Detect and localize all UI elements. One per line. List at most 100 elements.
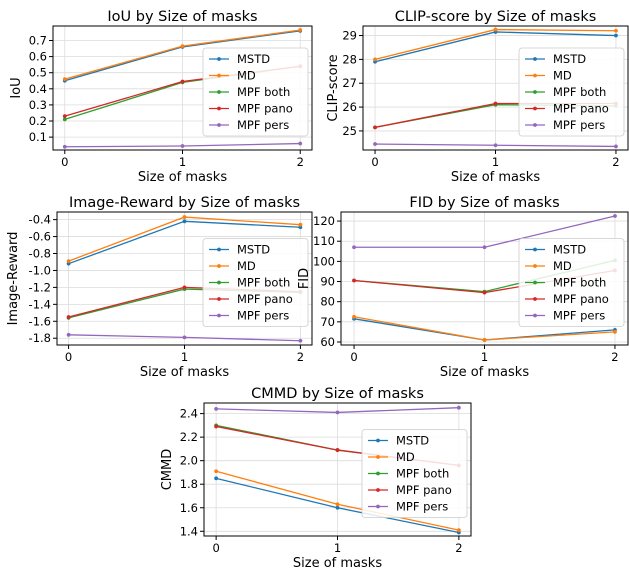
data-point-md <box>613 330 617 334</box>
legend-marker-mpf-both <box>217 90 221 94</box>
y-axis-label: CMMD <box>160 449 175 491</box>
x-tick-label: 0 <box>371 155 378 169</box>
y-tick-label: 110 <box>313 234 335 248</box>
data-point-md <box>66 259 71 264</box>
y-tick-label: 1.8 <box>180 477 198 491</box>
data-point-mpf-pers <box>298 338 303 343</box>
x-tick-label: 0 <box>350 350 357 364</box>
y-tick-label: 100 <box>313 254 335 268</box>
data-point-mpf-pers <box>614 144 618 149</box>
chart-title: Image-Reward by Size of masks <box>69 195 300 211</box>
data-point-mpf-pers <box>456 405 461 410</box>
legend-label-mpf-both: MPF both <box>396 467 449 481</box>
legend-marker-mpf-both <box>217 280 221 285</box>
legend-marker-mpf-pers <box>533 313 537 318</box>
legend-label-mstd: MSTD <box>237 52 270 66</box>
y-tick-label: 2.2 <box>180 430 198 444</box>
y-tick-label: 1.6 <box>180 501 198 515</box>
x-tick-label: 1 <box>492 155 499 169</box>
data-point-mpf-pers <box>335 410 340 415</box>
legend: MSTD MD MPF both MPF pano MPF pers <box>518 47 625 137</box>
x-tick-label: 2 <box>611 350 618 364</box>
y-tick-label: -1.8 <box>29 331 51 345</box>
x-axis-label: Size of masks <box>451 170 540 185</box>
legend-marker-mstd <box>376 438 380 443</box>
y-tick-label: 90 <box>320 275 335 289</box>
y-tick-label: 120 <box>313 214 335 228</box>
data-point-mstd <box>335 505 340 510</box>
data-point-mpf-pers <box>493 143 498 148</box>
data-point-md <box>298 222 303 227</box>
y-tick-label: 27 <box>342 76 357 90</box>
legend-label-md: MD <box>553 259 572 273</box>
y-tick-label: 80 <box>320 295 335 309</box>
x-axis-label: Size of masks <box>140 365 229 380</box>
data-point-md <box>614 28 618 33</box>
legend-marker-mpf-pano <box>376 488 380 492</box>
data-point-md <box>373 57 377 62</box>
data-point-mpf-pers <box>214 406 219 411</box>
legend-label-mpf-pers: MPF pers <box>237 118 289 132</box>
data-point-mpf-pano <box>373 125 377 130</box>
data-point-md <box>214 469 219 474</box>
data-point-mstd <box>214 476 219 481</box>
legend-label-mstd: MSTD <box>396 434 429 448</box>
legend-marker-mpf-pano <box>533 297 537 301</box>
legend-marker-md <box>533 73 537 78</box>
y-tick-label: 29 <box>342 29 357 43</box>
legend-marker-mpf-both <box>376 471 380 476</box>
data-point-md <box>62 77 67 82</box>
legend-marker-mstd <box>217 57 221 61</box>
legend-marker-mpf-pano <box>533 106 537 111</box>
data-point-md <box>482 338 487 342</box>
legend-marker-mpf-pano <box>217 106 221 111</box>
y-tick-label: 0.3 <box>29 98 47 112</box>
y-tick-label: -1.0 <box>29 263 51 277</box>
data-point-md <box>493 27 498 32</box>
legend-label-mpf-pano: MPF pano <box>553 292 609 306</box>
data-point-md <box>335 502 340 507</box>
legend-box <box>518 47 625 137</box>
data-point-mpf-pers <box>182 335 187 340</box>
legend-label-md: MD <box>396 450 415 464</box>
x-tick-label: 0 <box>61 155 68 169</box>
x-tick-label: 2 <box>612 155 619 169</box>
data-point-mpf-pano <box>62 114 67 119</box>
x-axis-label: Size of masks <box>138 170 227 185</box>
legend-label-mpf-both: MPF both <box>553 85 606 99</box>
y-tick-label: -0.8 <box>29 247 51 261</box>
chart-iou: 0 1 2 0.1 0.2 0.3 0.4 0.5 0.6 0.7 IoU by Size of m… <box>9 9 313 185</box>
legend-label-mpf-pano: MPF pano <box>553 102 609 116</box>
legend-label-mpf-both: MPF both <box>553 276 606 290</box>
x-axis-label: Size of masks <box>293 556 382 569</box>
chart-image-reward: 0 1 2 -1.8 -1.6 -1.4 -1.2 -1.0 -0.8 -0.6 -0.4 Image… <box>6 195 313 380</box>
data-point-mpf-pano <box>493 101 498 106</box>
legend-box <box>202 47 309 137</box>
legend-label-mpf-both: MPF both <box>237 85 290 99</box>
legend-label-mstd: MSTD <box>553 52 586 66</box>
y-tick-label: 0.7 <box>29 33 47 47</box>
legend-marker-md <box>217 264 221 268</box>
data-point-mpf-pano <box>335 448 340 452</box>
data-point-mpf-pers <box>352 245 356 250</box>
legend-label-mstd: MSTD <box>237 243 270 257</box>
y-tick-label: -1.6 <box>29 314 51 328</box>
legend-box <box>202 238 309 327</box>
legend-label-mpf-pano: MPF pano <box>237 102 293 116</box>
y-axis-label: Image-Reward <box>6 232 21 326</box>
y-tick-label: 60 <box>320 335 335 349</box>
y-tick-label: -1.4 <box>29 297 51 311</box>
data-point-md <box>456 528 461 533</box>
x-tick-label: 2 <box>297 350 304 364</box>
y-tick-label: 25 <box>342 124 357 138</box>
data-point-mpf-pers <box>298 141 303 146</box>
y-tick-label: 0.4 <box>29 82 47 96</box>
data-point-mpf-pano <box>182 285 187 290</box>
legend-marker-mpf-pers <box>376 504 380 509</box>
y-axis-label: IoU <box>9 77 24 98</box>
legend-marker-md <box>217 73 221 78</box>
data-point-mpf-pers <box>66 332 71 337</box>
data-point-md <box>352 314 356 319</box>
legend-box <box>518 238 625 327</box>
